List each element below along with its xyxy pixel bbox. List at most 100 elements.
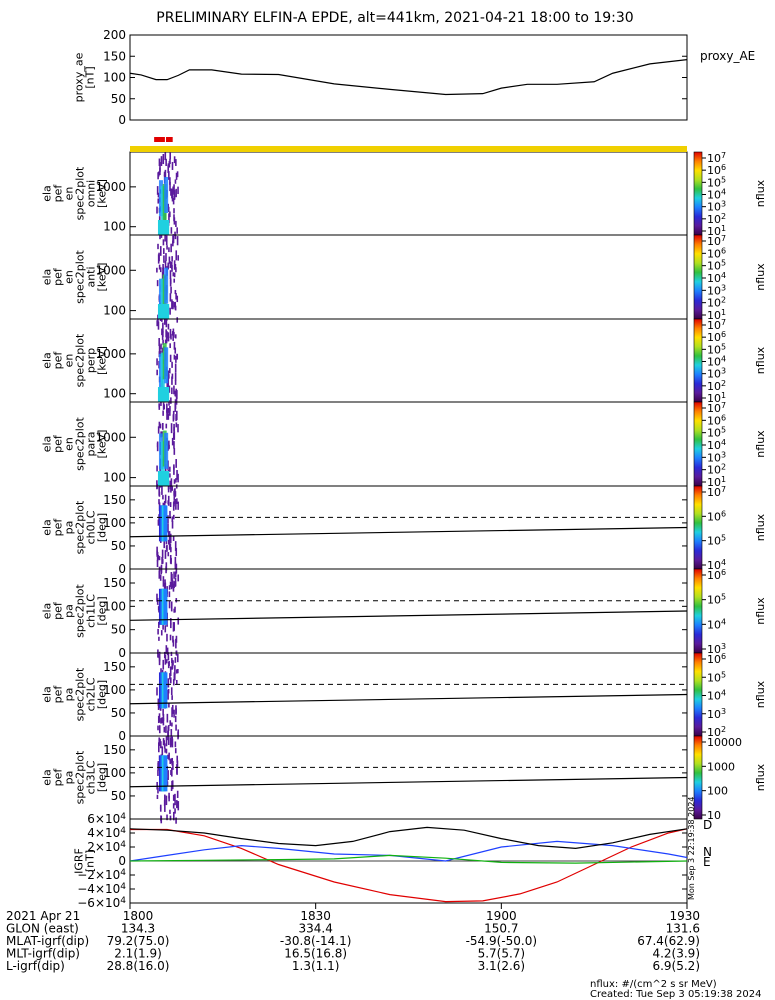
spectrogram-pixel <box>159 246 162 256</box>
spectrogram-pixel <box>158 570 161 579</box>
panel-perp: elapefenspec2plotperp[keV]10001001071061… <box>41 318 767 409</box>
panel-ylabel: pef <box>52 184 65 203</box>
created-stamp: Created: Tue Sep 3 05:19:38 2024 <box>590 989 762 1000</box>
spectrogram-pixel <box>174 808 176 814</box>
legend-D: D <box>703 818 712 832</box>
spectrogram-pixel <box>158 656 161 666</box>
spectrogram-pixel <box>165 795 168 806</box>
panel-ylabel: [keV] <box>96 263 109 292</box>
ytick-label: 50 <box>111 539 126 553</box>
spectrogram-pixel <box>173 426 175 431</box>
ytick-label: 0 <box>118 854 126 868</box>
spectrogram-pixel <box>176 236 179 246</box>
spectrogram-pixel <box>157 243 159 250</box>
spectrogram-pixel <box>167 323 170 330</box>
spectrogram-pixel <box>157 606 160 611</box>
spectrogram-pixel <box>174 301 177 310</box>
colorbar-label: 104 <box>707 558 726 572</box>
panel-ylabel: [nT] <box>84 850 97 872</box>
spectrogram-pixel <box>168 591 171 598</box>
spectrogram-pixel <box>161 328 163 336</box>
ytick-label: 50 <box>111 92 126 106</box>
orbit-bar <box>130 146 687 152</box>
spectrogram-pixel <box>168 585 171 590</box>
panel-ylabel: ela <box>41 603 54 620</box>
spectrogram-pixel <box>174 571 177 577</box>
spectrogram-pixel <box>170 286 172 294</box>
spectrogram-pixel <box>174 606 176 613</box>
spectrogram-pixel <box>172 679 175 686</box>
colorbar <box>693 234 703 320</box>
spectrogram-pixel <box>162 263 164 270</box>
spectrogram-pixel <box>166 814 168 821</box>
spectrogram-pixel <box>174 234 177 240</box>
spectrogram-pixel <box>168 702 170 708</box>
spectrogram-pixel <box>162 576 165 582</box>
spectrogram-pixel <box>171 376 173 385</box>
spectrogram-pixel <box>162 153 165 161</box>
colorbar-label: 105 <box>707 670 726 684</box>
spectrogram-core <box>163 588 168 625</box>
xaxis-row-value: -30.8(-14.1) <box>280 934 351 948</box>
spectrogram-pixel <box>172 198 175 205</box>
spectrogram-pixel <box>170 618 172 625</box>
proxy-ae-line <box>129 59 688 96</box>
ytick-label: 1000 <box>95 347 126 361</box>
xaxis-row-value: 5.7(5.7) <box>478 947 526 961</box>
ytick-label: 0 <box>118 113 126 127</box>
xaxis-row-value: 334.4 <box>298 922 332 936</box>
spectrogram-pixel <box>173 581 175 589</box>
spectrogram-pixel <box>175 388 178 397</box>
xaxis-row-value: 67.4(62.9) <box>637 934 700 948</box>
spectrogram-pixel <box>161 347 164 356</box>
ytick-label: 100 <box>103 387 126 401</box>
spectrogram-pixel <box>171 520 174 529</box>
science-zone-marker <box>166 137 173 142</box>
spectrogram-pixel <box>162 708 164 716</box>
xaxis-row-label: GLON (east) <box>6 922 79 936</box>
spectrogram-pixel <box>162 659 165 670</box>
spectrogram-pixel <box>162 714 165 721</box>
spectrogram-pixel <box>170 333 172 340</box>
spectrogram-pixel <box>175 679 178 685</box>
spectrogram-pixel <box>157 519 160 526</box>
spectrogram-pixel <box>167 164 169 174</box>
spectrogram-pixel <box>171 516 174 522</box>
spectrogram-pixel <box>162 158 165 165</box>
spectrogram-pixel <box>173 331 175 338</box>
xaxis-row-value: 79.2(75.0) <box>107 934 170 948</box>
spectrogram-pixel <box>171 437 174 446</box>
panel-ylabel: ela <box>41 686 54 703</box>
xaxis-row-value: 28.8(16.0) <box>107 959 170 973</box>
spectrogram-pixel <box>163 171 166 177</box>
spectrogram-pixel <box>172 536 175 541</box>
colorbar-unit: nflux <box>754 263 767 291</box>
spectrogram-pixel <box>175 159 177 166</box>
spectrogram-pixel <box>165 253 167 262</box>
spectrogram-pixel <box>169 307 171 315</box>
colorbar-unit: nflux <box>754 680 767 708</box>
colorbar-label: 105 <box>707 534 726 548</box>
spectrogram-pixel <box>174 577 177 586</box>
spectrogram-pixel <box>174 665 176 675</box>
ytick-label: 1000 <box>95 430 126 444</box>
spectrogram-pixel <box>164 654 167 665</box>
spectrogram-pixel <box>167 523 169 533</box>
spectrogram-pixel <box>169 543 172 549</box>
spectrogram-pixel <box>169 405 171 412</box>
spectrogram-pixel <box>161 332 164 340</box>
spectrogram-pixel <box>172 301 174 310</box>
spectrogram-pixel <box>167 163 170 168</box>
spectrogram-pixel <box>171 578 173 587</box>
spectrogram-pixel <box>167 689 169 700</box>
colorbar <box>693 151 703 236</box>
panel-ylabel: en <box>63 187 76 201</box>
spectrogram-pixel <box>168 161 171 168</box>
spectrogram-pixel <box>166 378 169 389</box>
ytick-label: 100 <box>103 766 126 780</box>
spectrogram-pixel <box>173 464 175 470</box>
spectrogram-pixel <box>169 261 172 269</box>
spectrogram-pixel <box>157 698 160 706</box>
spectrogram-pixel <box>177 729 180 738</box>
